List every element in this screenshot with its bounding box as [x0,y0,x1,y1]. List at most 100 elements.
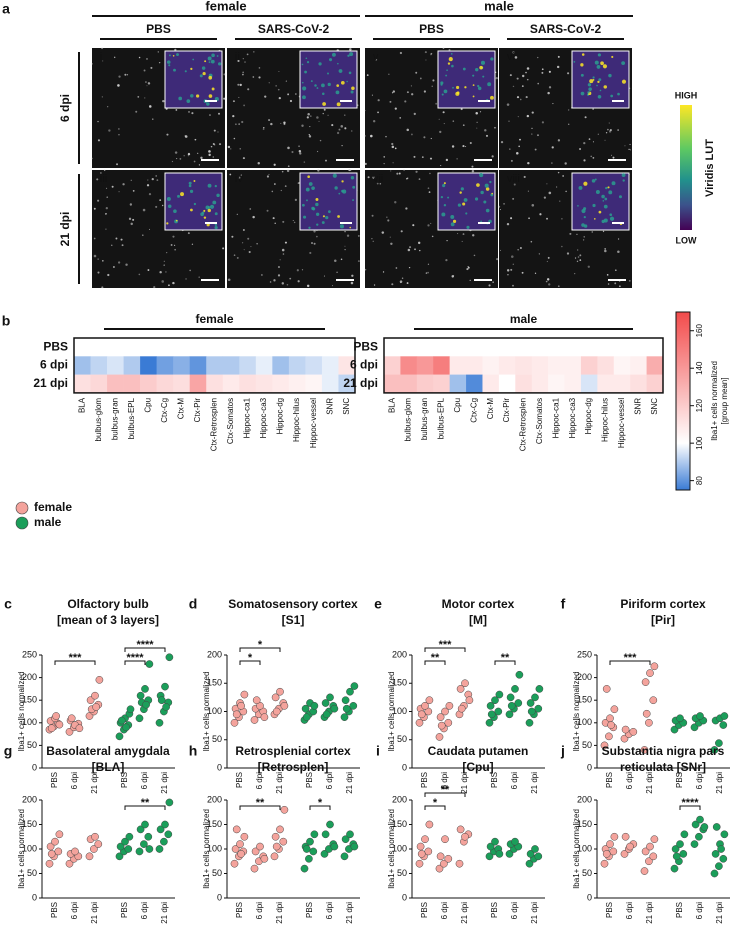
dot [646,842,654,851]
speckle [313,230,316,233]
inset-speckle [443,89,448,94]
heat-cell [173,338,191,357]
dot [710,746,719,754]
speckle [519,138,521,141]
inset-speckle [173,68,176,72]
label: bulbus-gran [110,398,119,440]
label: PBS [490,772,499,788]
speckle [512,263,514,265]
speckle [546,278,550,281]
dot [279,837,288,846]
dot [280,702,289,710]
speckle [144,97,146,99]
speckle [147,179,149,181]
label: 6 dpi [510,902,519,920]
speckle [388,73,390,75]
speckle [619,285,621,288]
dot [250,716,259,724]
label: PBS [605,902,614,918]
speckle [583,159,586,162]
speckle [462,124,465,126]
speckle [406,282,409,284]
dot [436,713,445,722]
speckle [161,204,164,207]
heat-cell [189,374,207,394]
speckle [184,135,187,138]
speckle [174,151,178,154]
speckle [284,241,287,244]
dot [435,864,444,873]
speckle [137,95,140,98]
dot [305,854,313,863]
sig-bracket [124,805,166,810]
sig-bracket [424,792,466,797]
dot [465,696,474,705]
speckle [156,179,159,181]
inset-speckle [212,200,217,205]
speckle [309,251,312,255]
heat-cell [564,374,582,394]
inset-speckle [597,94,602,99]
dot [310,830,319,839]
inset-speckle [203,209,206,212]
speckle [241,242,244,244]
inset-speckle [450,215,455,219]
speckle [102,260,104,262]
speckle [423,136,426,139]
speckle [438,118,440,120]
dot [650,835,659,844]
inset-speckle [482,75,485,78]
speckle [415,71,418,74]
speckle [96,178,99,181]
inset-speckle [315,202,319,207]
inset-speckle [611,181,616,186]
inset-speckle [301,81,304,84]
label: 160 [695,324,704,338]
speckle [243,104,246,107]
speckle [419,249,421,252]
speckle [171,160,174,163]
label: 21 dpi [160,772,169,794]
speckle [391,145,395,149]
speckle [379,182,382,185]
speckle [252,215,255,219]
dot [125,832,134,841]
label: LOW [676,235,697,245]
label: 50 [397,734,407,744]
heat-cell [123,356,141,375]
speckle [153,286,156,289]
speckle [331,124,334,127]
dot [340,713,349,722]
speckle [367,176,370,179]
speckle [430,54,432,56]
speckle [435,102,438,105]
speckle [514,56,518,59]
inset-speckle [341,180,344,183]
dot [92,703,100,711]
dot [456,825,465,834]
speckle [427,271,429,274]
label: Iba1+ cells normalized [202,809,211,889]
speckle [357,234,360,237]
heat-cell [222,338,240,357]
dot [650,662,659,671]
dot [621,832,630,841]
heat-cell [255,374,273,394]
label: 120 [695,398,704,412]
inset-speckle [477,84,480,88]
label: 6 dpi [140,902,149,920]
label: male [510,312,538,326]
inset-speckle [190,67,193,70]
speckle [479,111,482,113]
heat-cell [449,374,467,394]
label: Iba1+ cells normalized [17,672,26,752]
inset [437,50,496,109]
inset-speckle [200,212,204,217]
speckle [496,258,499,261]
inset [299,172,358,231]
speckle [385,135,387,138]
dot [91,691,99,700]
speckle [537,82,539,85]
speckle [403,169,405,171]
inset-speckle [440,195,444,199]
